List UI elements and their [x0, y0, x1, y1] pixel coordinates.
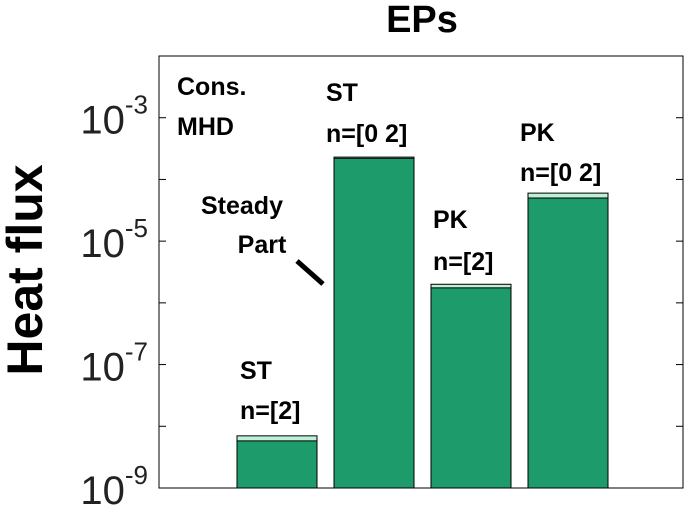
bar-steady — [333, 157, 415, 489]
bar-labels: ST n=[2] ST n=[0 2] PK n=[2] PK n=[0 2] — [240, 79, 601, 425]
steady-note-line-2: Part — [238, 231, 287, 259]
bar-label-top: PK — [433, 206, 468, 234]
corner-note-line-2: MHD — [177, 113, 234, 141]
y-tick-label: 10-5 — [80, 213, 148, 266]
steady-note-line-1: Steady — [201, 192, 283, 220]
bar-steady — [430, 287, 512, 489]
bar-label-bottom: n=[2] — [240, 397, 300, 425]
bar-steady — [527, 197, 609, 489]
y-tick-label: 10-7 — [80, 337, 148, 390]
bar-label-bottom: n=[2] — [433, 248, 493, 276]
bar-label-bottom: n=[0 2] — [326, 120, 407, 148]
bar-label-top: ST — [240, 357, 272, 385]
bar-label-bottom: n=[0 2] — [520, 159, 601, 187]
corner-note-line-1: Cons. — [177, 73, 246, 101]
steady-pointer-line — [295, 259, 325, 286]
bar-label-top: ST — [326, 79, 358, 107]
y-axis-label: Heat flux — [0, 164, 53, 375]
bars-layer — [236, 156, 609, 489]
y-tick-label: 10-3 — [80, 90, 148, 143]
chart-title: EPs — [386, 0, 458, 41]
y-ticks: 10-9 10-7 10-5 10-3 — [80, 55, 683, 513]
y-tick-label: 10-9 — [80, 460, 148, 513]
plot-frame — [158, 55, 684, 489]
bar-steady — [236, 440, 318, 489]
bar-label-top: PK — [520, 119, 555, 147]
